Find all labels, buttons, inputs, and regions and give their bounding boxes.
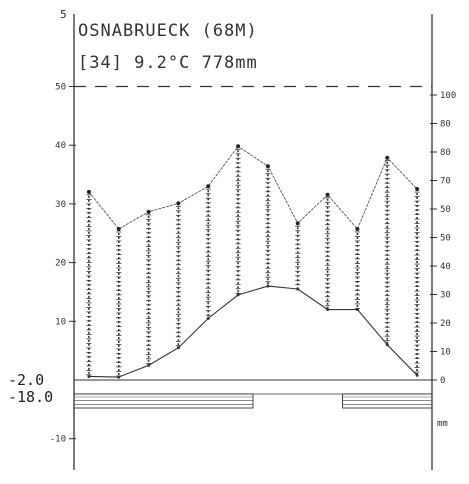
precipitation-point bbox=[146, 209, 151, 214]
precipitation-unit: mm bbox=[437, 419, 448, 429]
precipitation-line bbox=[88, 145, 418, 230]
frost-bars bbox=[73, 393, 433, 409]
precipitation-point bbox=[325, 192, 330, 197]
precipitation-tick-label: 0 bbox=[440, 376, 445, 386]
precipitation-point bbox=[355, 226, 360, 231]
precipitation-point bbox=[86, 189, 91, 194]
precipitation-point bbox=[385, 155, 390, 160]
temperature-tick-label: 20 bbox=[55, 259, 66, 269]
precipitation-point bbox=[236, 144, 241, 149]
precipitation-tick-label: 70 bbox=[440, 177, 451, 187]
chart-title-line2: [34] 9.2°C 778mm bbox=[78, 53, 258, 73]
precipitation-point bbox=[415, 187, 420, 192]
temperature-point bbox=[117, 375, 121, 379]
humid-hatching bbox=[86, 146, 420, 378]
temperature-point bbox=[236, 293, 240, 297]
temperature-point bbox=[385, 343, 389, 347]
temperature-point bbox=[176, 346, 180, 350]
chart-header: 5 OSNABRUECK (68M) [34] 9.2°C 778mm bbox=[60, 8, 258, 73]
temperature-tick-labels: 50 40 30 20 10 -10 bbox=[50, 83, 76, 445]
temperature-tick-label: 10 bbox=[55, 317, 66, 327]
temperature-point bbox=[296, 287, 300, 291]
precipitation-tick-label: 20 bbox=[440, 319, 451, 329]
precipitation-tick-label: 30 bbox=[440, 291, 451, 301]
precipitation-tick-label: 50 bbox=[440, 205, 451, 215]
precipitation-point bbox=[265, 164, 270, 169]
precipitation-tick-label: 50 bbox=[440, 234, 451, 244]
min-temperature-label: -18.0 bbox=[8, 388, 53, 406]
temperature-point bbox=[415, 373, 419, 377]
precipitation-tick-label: 10 bbox=[440, 348, 451, 358]
min-temperature-label: -2.0 bbox=[8, 371, 44, 389]
temperature-point bbox=[326, 308, 330, 312]
precipitation-tick-label: 40 bbox=[440, 262, 451, 272]
corner-mark: 5 bbox=[60, 8, 67, 21]
temperature-point bbox=[206, 316, 210, 320]
precipitation-tick-label: 80 bbox=[440, 148, 451, 158]
precipitation-tick-label: 80 bbox=[440, 120, 451, 130]
temperature-point bbox=[266, 284, 270, 288]
series-lines bbox=[86, 144, 420, 379]
precipitation-point bbox=[206, 184, 211, 189]
precipitation-point bbox=[295, 221, 300, 226]
precipitation-point bbox=[116, 226, 121, 231]
temperature-point bbox=[87, 374, 91, 378]
precipitation-tick-label: 100 bbox=[440, 91, 456, 101]
min-temperature-labels: -2.0-18.0 bbox=[8, 371, 53, 406]
chart-title-line1: OSNABRUECK (68M) bbox=[78, 21, 258, 41]
temperature-tick-label: 40 bbox=[55, 141, 66, 151]
temperature-point bbox=[147, 363, 151, 367]
temperature-tick-label: 50 bbox=[55, 83, 66, 93]
precipitation-point bbox=[176, 201, 181, 206]
temperature-tick-label: 30 bbox=[55, 200, 66, 210]
temperature-line bbox=[88, 285, 418, 378]
temperature-tick-label: -10 bbox=[50, 435, 66, 445]
temperature-point bbox=[355, 308, 359, 312]
